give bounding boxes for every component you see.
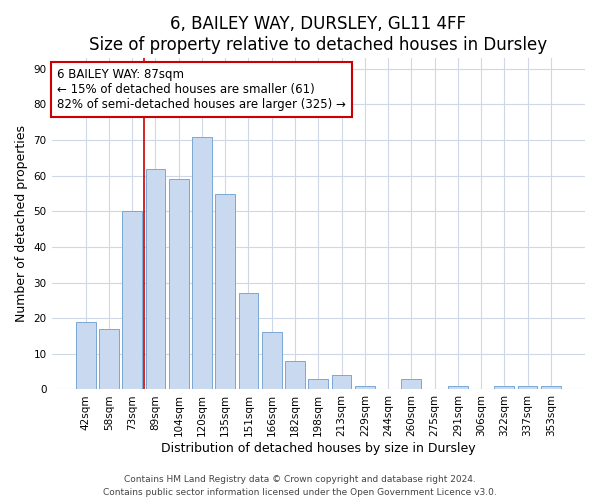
Bar — [169, 180, 188, 390]
Bar — [448, 386, 468, 390]
Text: Contains HM Land Registry data © Crown copyright and database right 2024.
Contai: Contains HM Land Registry data © Crown c… — [103, 476, 497, 497]
Bar — [308, 379, 328, 390]
Text: 6 BAILEY WAY: 87sqm
← 15% of detached houses are smaller (61)
82% of semi-detach: 6 BAILEY WAY: 87sqm ← 15% of detached ho… — [57, 68, 346, 111]
Bar — [332, 375, 352, 390]
Bar — [355, 386, 374, 390]
Bar — [401, 379, 421, 390]
Bar — [146, 168, 166, 390]
Title: 6, BAILEY WAY, DURSLEY, GL11 4FF
Size of property relative to detached houses in: 6, BAILEY WAY, DURSLEY, GL11 4FF Size of… — [89, 15, 547, 54]
Bar — [122, 212, 142, 390]
Bar — [494, 386, 514, 390]
Bar — [262, 332, 281, 390]
Bar — [518, 386, 538, 390]
Y-axis label: Number of detached properties: Number of detached properties — [15, 126, 28, 322]
Bar — [239, 294, 259, 390]
Bar — [99, 329, 119, 390]
Bar — [215, 194, 235, 390]
Bar — [192, 136, 212, 390]
X-axis label: Distribution of detached houses by size in Dursley: Distribution of detached houses by size … — [161, 442, 476, 455]
Bar — [285, 361, 305, 390]
Bar — [541, 386, 561, 390]
Bar — [76, 322, 95, 390]
